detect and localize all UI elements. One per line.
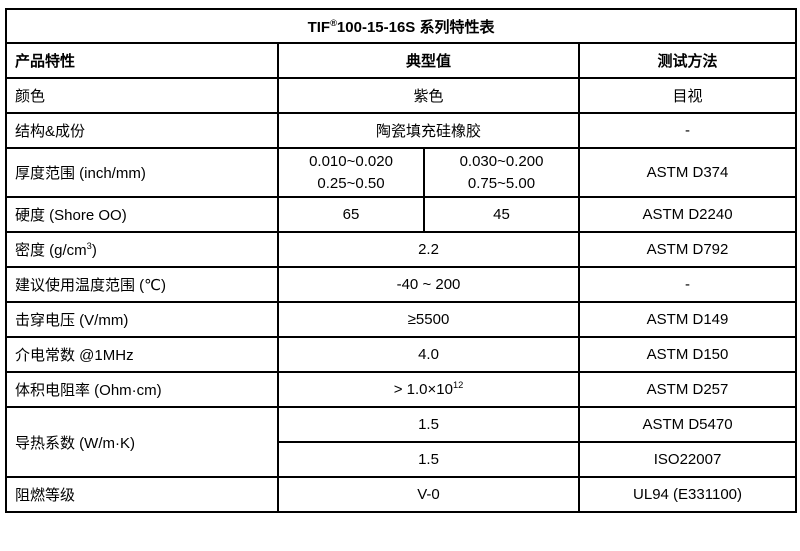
resistivity-value-exponent: 12 — [452, 380, 464, 390]
row-temperature-range: 建议使用温度范围 (℃) -40 ~ 200 - — [5, 266, 798, 303]
property-label: 介电常数 @1MHz — [5, 336, 279, 373]
typical-value: 紫色 — [277, 77, 580, 114]
typical-value: 陶瓷填充硅橡胶 — [277, 112, 580, 149]
page-title: TIF®100-15-16S 系列特性表 — [4, 8, 798, 44]
property-label: 颜色 — [5, 77, 279, 114]
density-label-base: 密度 (g/cm — [15, 242, 87, 259]
row-volume-resistivity: 体积电阻率 (Ohm·cm) > 1.0×1012 ASTM D257 — [5, 371, 798, 408]
header-property: 产品特性 — [5, 42, 279, 79]
density-label-superscript: 3 — [86, 241, 92, 251]
test-method: - — [577, 112, 798, 149]
property-label: 厚度范围 (inch/mm) — [5, 147, 279, 198]
property-label: 体积电阻率 (Ohm·cm) — [5, 371, 279, 408]
title-brand: TIF — [307, 18, 331, 36]
typical-value-2: 1.5 — [277, 441, 580, 478]
test-method: UL94 (E331100) — [577, 476, 798, 513]
row-flammability: 阻燃等级 V-0 UL94 (E331100) — [5, 476, 798, 513]
typical-value-b: 45 — [423, 196, 580, 233]
typical-value-b: 0.030~0.200 0.75~5.00 — [423, 147, 580, 198]
header-test-method: 测试方法 — [577, 42, 798, 79]
density-label-end: ) — [91, 242, 97, 259]
header-row: 产品特性 典型值 测试方法 — [5, 42, 798, 79]
test-method: ASTM D792 — [577, 231, 798, 268]
row-breakdown-voltage: 击穿电压 (V/mm) ≥5500 ASTM D149 — [5, 301, 798, 338]
property-label: 导热系数 (W/m·K) — [5, 406, 279, 478]
test-method-2: ISO22007 — [577, 441, 798, 478]
typical-value: > 1.0×1012 — [277, 371, 580, 408]
typical-value-1: 1.5 — [277, 406, 580, 443]
property-label: 击穿电压 (V/mm) — [5, 301, 279, 338]
test-method: - — [577, 266, 798, 303]
typical-value: 4.0 — [277, 336, 580, 373]
row-thermal-conductivity-2: 1.5 ISO22007 — [6, 441, 798, 478]
typical-value-a: 0.010~0.020 0.25~0.50 — [277, 147, 425, 198]
test-method: ASTM D149 — [577, 301, 798, 338]
resistivity-value-base: > 1.0×10 — [393, 381, 453, 398]
test-method: ASTM D257 — [577, 371, 798, 408]
row-hardness: 硬度 (Shore OO) 65 45 ASTM D2240 — [5, 196, 798, 233]
property-label: 硬度 (Shore OO) — [5, 196, 279, 233]
property-label: 结构&成份 — [5, 112, 279, 149]
thickness-mm-b: 0.75~5.00 — [467, 174, 536, 192]
test-method: 目视 — [577, 77, 798, 114]
row-thickness: 厚度范围 (inch/mm) 0.010~0.020 0.25~0.50 0.0… — [5, 147, 798, 198]
spec-sheet: TIF®100-15-16S 系列特性表 产品特性 典型值 测试方法 颜色 紫色… — [4, 8, 798, 513]
typical-value: 2.2 — [277, 231, 580, 268]
test-method-1: ASTM D5470 — [577, 406, 798, 443]
typical-value: ≥5500 — [277, 301, 580, 338]
spec-table: TIF®100-15-16S 系列特性表 产品特性 典型值 测试方法 颜色 紫色… — [4, 8, 798, 513]
test-method: ASTM D150 — [577, 336, 798, 373]
row-density: 密度 (g/cm3) 2.2 ASTM D792 — [5, 231, 798, 268]
header-typical-value: 典型值 — [277, 42, 580, 79]
test-method: ASTM D2240 — [577, 196, 798, 233]
test-method: ASTM D374 — [577, 147, 798, 198]
typical-value-a: 65 — [277, 196, 425, 233]
thickness-mm-a: 0.25~0.50 — [317, 174, 385, 192]
typical-value: V-0 — [277, 476, 580, 513]
row-dielectric-constant: 介电常数 @1MHz 4.0 ASTM D150 — [5, 336, 798, 373]
row-thermal-conductivity-1: 导热系数 (W/m·K) 1.5 ASTM D5470 — [5, 406, 798, 478]
row-color: 颜色 紫色 目视 — [5, 77, 798, 114]
typical-value: -40 ~ 200 — [277, 266, 580, 303]
property-label: 密度 (g/cm3) — [5, 231, 279, 268]
thickness-inch-a: 0.010~0.020 — [309, 152, 393, 170]
property-label: 阻燃等级 — [5, 476, 279, 513]
row-structure: 结构&成份 陶瓷填充硅橡胶 - — [5, 112, 798, 149]
property-label: 建议使用温度范围 (℃) — [5, 266, 279, 303]
registered-trademark-icon: ® — [330, 17, 337, 28]
thickness-inch-b: 0.030~0.200 — [459, 152, 544, 170]
title-row: TIF®100-15-16S 系列特性表 — [4, 8, 798, 44]
title-rest: 100-15-16S 系列特性表 — [336, 18, 495, 36]
